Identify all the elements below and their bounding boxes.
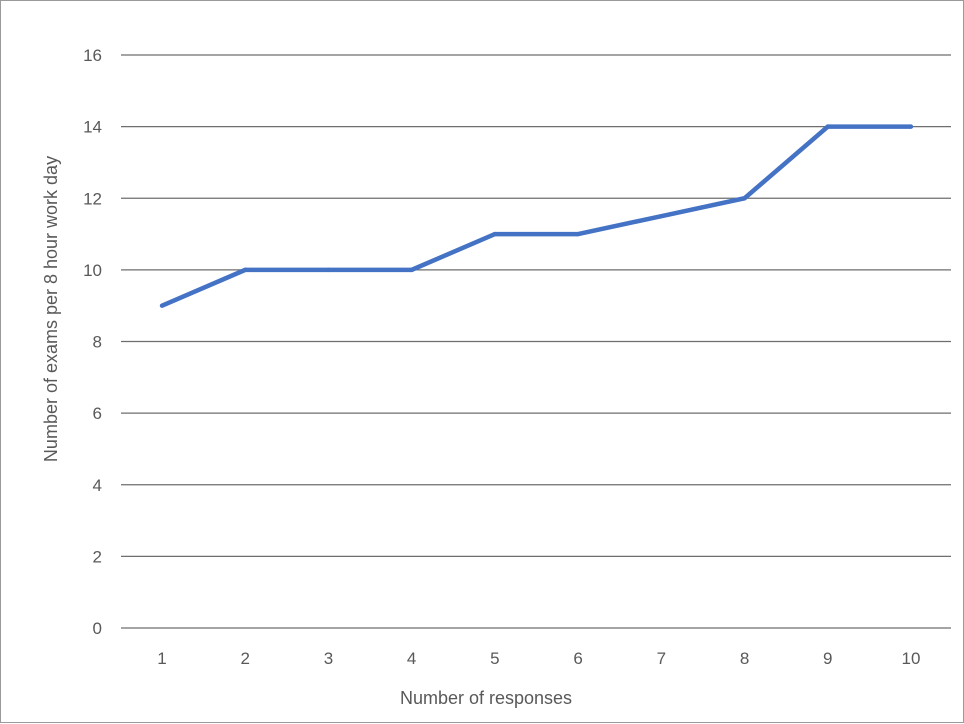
y-tick-label: 6 xyxy=(93,404,102,423)
data-point xyxy=(243,267,248,273)
series-line-1 xyxy=(161,124,911,308)
x-tick-label: 3 xyxy=(324,649,333,668)
data-point xyxy=(825,124,830,129)
data-point xyxy=(742,196,747,201)
data-point xyxy=(908,124,914,129)
x-axis-ticks: 1 2 3 4 5 6 7 8 9 10 xyxy=(157,649,920,668)
x-tick-label: 1 xyxy=(157,649,166,668)
y-tick-label: 2 xyxy=(93,547,102,566)
data-point xyxy=(492,231,498,237)
x-tick-label: 7 xyxy=(657,649,666,668)
y-tick-label: 12 xyxy=(83,189,102,208)
x-tick-label: 8 xyxy=(740,649,749,668)
data-point xyxy=(326,267,331,273)
series-layer xyxy=(159,124,914,308)
x-tick-label: 9 xyxy=(823,649,832,668)
x-tick-label: 2 xyxy=(240,649,249,668)
y-tick-label: 0 xyxy=(93,619,102,638)
y-tick-label: 8 xyxy=(93,333,102,352)
data-point xyxy=(409,267,414,273)
data-point xyxy=(659,213,664,219)
y-tick-label: 4 xyxy=(93,476,102,495)
y-tick-label: 14 xyxy=(83,118,102,137)
x-tick-label: 5 xyxy=(490,649,499,668)
y-axis-title: Number of exams per 8 hour work day xyxy=(41,156,61,462)
x-tick-label: 4 xyxy=(407,649,416,668)
y-tick-label: 16 xyxy=(83,46,102,65)
y-axis-ticks: 0 2 4 6 8 10 12 14 16 xyxy=(83,46,102,638)
grid-lines xyxy=(121,54,951,629)
x-tick-label: 6 xyxy=(573,649,582,668)
data-point xyxy=(575,231,581,237)
data-point xyxy=(159,303,165,308)
x-axis-title: Number of responses xyxy=(400,688,572,708)
x-tick-label: 10 xyxy=(902,649,921,668)
y-tick-label: 10 xyxy=(83,261,102,280)
